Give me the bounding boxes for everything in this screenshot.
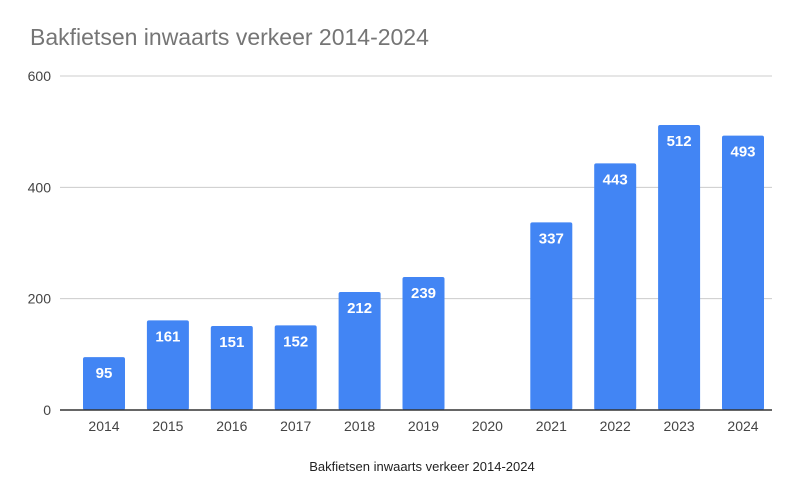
x-tick-label: 2024 xyxy=(727,418,758,434)
bar xyxy=(402,276,445,410)
y-axis-ticks: 0 200 400 600 xyxy=(28,68,52,418)
bar xyxy=(338,291,381,410)
data-label: 95 xyxy=(96,365,113,382)
x-axis-ticks: 2014 2015 2016 2017 2018 2019 2020 2021 2022 2023… xyxy=(88,418,758,434)
bar xyxy=(530,222,573,410)
x-tick-label: 2015 xyxy=(152,418,183,434)
x-tick-label: 2022 xyxy=(600,418,631,434)
x-tick-label: 2018 xyxy=(344,418,375,434)
x-tick-label: 2016 xyxy=(216,418,247,434)
data-label: 152 xyxy=(283,333,308,350)
bar xyxy=(146,320,189,410)
data-label: 212 xyxy=(347,300,372,317)
x-tick-label: 2023 xyxy=(664,418,695,434)
bar xyxy=(210,325,253,410)
bars xyxy=(83,124,764,410)
x-tick-label: 2021 xyxy=(536,418,567,434)
bar xyxy=(83,357,125,410)
bar xyxy=(594,163,637,410)
y-tick-label: 600 xyxy=(28,68,52,84)
x-tick-label: 2019 xyxy=(408,418,439,434)
y-tick-label: 0 xyxy=(43,402,51,418)
data-label: 161 xyxy=(155,328,180,345)
chart-title: Bakfietsen inwaarts verkeer 2014-2024 xyxy=(30,24,429,50)
data-label: 337 xyxy=(539,230,564,247)
data-labels: 95 161 151 152 212 239 337 443 512 493 xyxy=(96,133,756,382)
x-tick-label: 2017 xyxy=(280,418,311,434)
x-tick-label: 2020 xyxy=(472,418,503,434)
y-tick-label: 400 xyxy=(28,179,52,195)
bar xyxy=(274,325,317,410)
x-tick-label: 2014 xyxy=(88,418,119,434)
data-label: 239 xyxy=(411,285,436,302)
bar xyxy=(658,124,701,410)
data-label: 443 xyxy=(603,171,628,188)
x-axis-title: Bakfietsen inwaarts verkeer 2014-2024 xyxy=(309,459,534,474)
y-tick-label: 200 xyxy=(28,291,52,307)
data-label: 512 xyxy=(667,133,692,150)
data-label: 151 xyxy=(219,334,244,351)
bar xyxy=(722,135,764,410)
data-label: 493 xyxy=(730,144,755,161)
